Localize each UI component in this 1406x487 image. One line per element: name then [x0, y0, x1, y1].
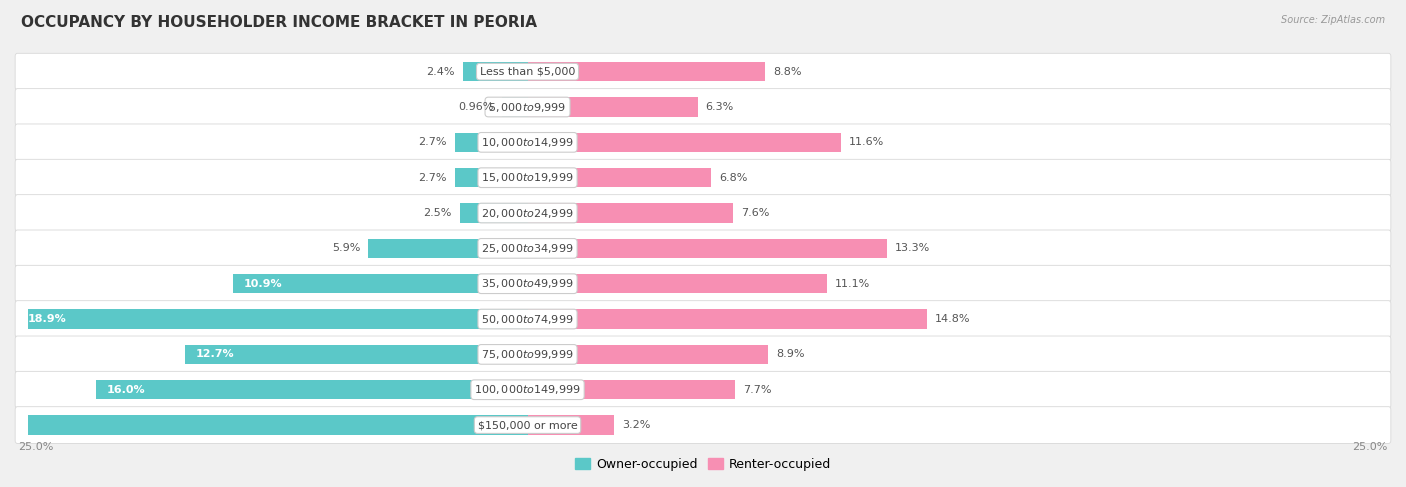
Text: 12.7%: 12.7%	[195, 349, 235, 359]
Text: $100,000 to $149,999: $100,000 to $149,999	[474, 383, 581, 396]
Bar	[463, 62, 527, 81]
Text: 18.9%: 18.9%	[28, 314, 67, 324]
Bar	[527, 62, 765, 81]
Bar	[502, 97, 527, 117]
Bar	[17, 309, 527, 329]
Bar	[527, 203, 733, 223]
Bar	[0, 415, 527, 435]
Text: $75,000 to $99,999: $75,000 to $99,999	[481, 348, 574, 361]
Text: Less than $5,000: Less than $5,000	[479, 67, 575, 76]
FancyBboxPatch shape	[15, 372, 1391, 408]
Text: 6.8%: 6.8%	[720, 173, 748, 183]
Bar	[96, 380, 527, 399]
Bar	[460, 203, 527, 223]
Bar	[233, 274, 527, 294]
Bar	[527, 239, 887, 258]
Text: 2.7%: 2.7%	[418, 173, 447, 183]
Text: 7.7%: 7.7%	[744, 385, 772, 395]
FancyBboxPatch shape	[15, 89, 1391, 125]
Text: 2.5%: 2.5%	[423, 208, 451, 218]
FancyBboxPatch shape	[15, 300, 1391, 337]
Text: 8.8%: 8.8%	[773, 67, 801, 76]
FancyBboxPatch shape	[15, 265, 1391, 302]
Text: $20,000 to $24,999: $20,000 to $24,999	[481, 206, 574, 220]
Text: $15,000 to $19,999: $15,000 to $19,999	[481, 171, 574, 184]
Text: 8.9%: 8.9%	[776, 349, 804, 359]
Text: 25.0%: 25.0%	[1353, 442, 1388, 452]
Text: 2.4%: 2.4%	[426, 67, 454, 76]
Bar	[527, 274, 827, 294]
Bar	[527, 132, 841, 152]
Text: 16.0%: 16.0%	[107, 385, 145, 395]
Bar	[527, 345, 768, 364]
Bar	[184, 345, 527, 364]
Bar	[454, 132, 527, 152]
Text: $5,000 to $9,999: $5,000 to $9,999	[488, 100, 567, 113]
Text: 11.1%: 11.1%	[835, 279, 870, 289]
Text: $25,000 to $34,999: $25,000 to $34,999	[481, 242, 574, 255]
Bar	[527, 380, 735, 399]
Text: 14.8%: 14.8%	[935, 314, 970, 324]
Bar	[527, 97, 697, 117]
Text: 10.9%: 10.9%	[245, 279, 283, 289]
FancyBboxPatch shape	[15, 407, 1391, 444]
Text: 3.2%: 3.2%	[621, 420, 651, 430]
Text: $10,000 to $14,999: $10,000 to $14,999	[481, 136, 574, 149]
Text: 2.7%: 2.7%	[418, 137, 447, 148]
Bar	[527, 309, 927, 329]
Bar	[527, 415, 614, 435]
Text: $150,000 or more: $150,000 or more	[478, 420, 578, 430]
Bar	[368, 239, 527, 258]
FancyBboxPatch shape	[15, 124, 1391, 161]
FancyBboxPatch shape	[15, 195, 1391, 231]
Text: 25.0%: 25.0%	[18, 442, 53, 452]
Text: 5.9%: 5.9%	[332, 244, 360, 253]
Bar	[527, 168, 711, 187]
Legend: Owner-occupied, Renter-occupied: Owner-occupied, Renter-occupied	[569, 453, 837, 476]
Text: $35,000 to $49,999: $35,000 to $49,999	[481, 277, 574, 290]
Text: 6.3%: 6.3%	[706, 102, 734, 112]
FancyBboxPatch shape	[15, 336, 1391, 373]
Text: 7.6%: 7.6%	[741, 208, 769, 218]
Bar	[454, 168, 527, 187]
Text: 0.96%: 0.96%	[458, 102, 494, 112]
FancyBboxPatch shape	[15, 230, 1391, 267]
Text: 13.3%: 13.3%	[894, 244, 929, 253]
Text: OCCUPANCY BY HOUSEHOLDER INCOME BRACKET IN PEORIA: OCCUPANCY BY HOUSEHOLDER INCOME BRACKET …	[21, 15, 537, 30]
FancyBboxPatch shape	[15, 159, 1391, 196]
Text: Source: ZipAtlas.com: Source: ZipAtlas.com	[1281, 15, 1385, 25]
Text: 11.6%: 11.6%	[849, 137, 884, 148]
FancyBboxPatch shape	[15, 53, 1391, 90]
Text: $50,000 to $74,999: $50,000 to $74,999	[481, 313, 574, 325]
